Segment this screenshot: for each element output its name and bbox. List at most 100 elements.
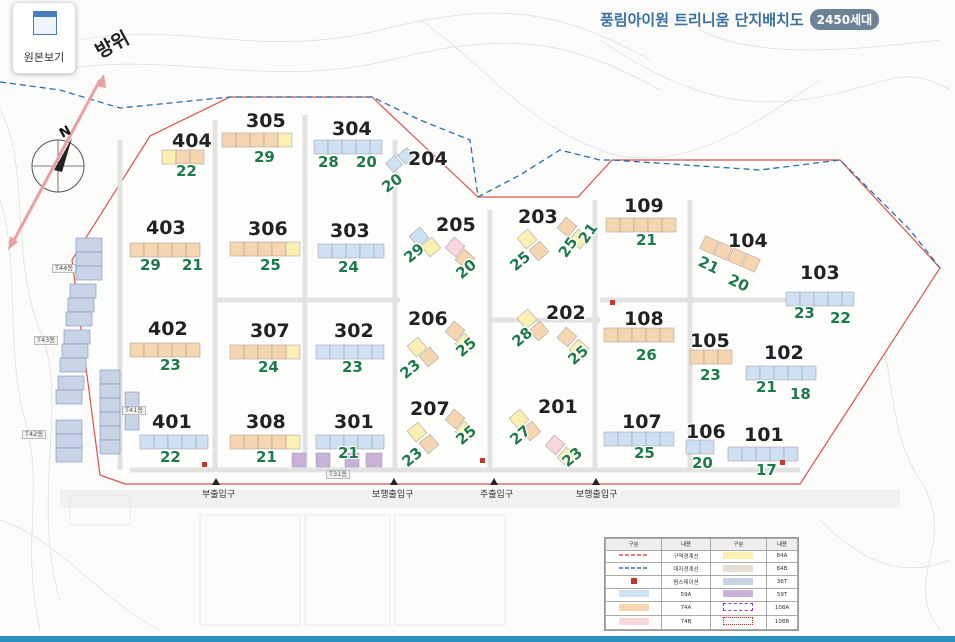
building-floors: 20 [356, 153, 377, 171]
bottom-accent-bar [0, 636, 955, 642]
tower-label: T43동 [34, 336, 59, 345]
building-floors: 26 [636, 346, 657, 364]
building-floors: 23 [342, 358, 363, 376]
building-number: 201 [538, 396, 578, 418]
legend-label: 펌스테이션 [661, 575, 711, 589]
gate-label: 주출입구 [480, 490, 514, 500]
building-number: 103 [800, 262, 840, 284]
map-title-group: 풍림아이원 트리니움 단지배치도 2450세대 [600, 9, 880, 30]
building-number: 303 [330, 220, 370, 242]
pump-stations [202, 300, 785, 467]
legend-header: 구분 [709, 538, 768, 551]
building-floors: 24 [338, 258, 359, 276]
legend-swatch-84a [709, 549, 768, 564]
building-number: 205 [436, 214, 476, 236]
gate-markers [212, 478, 600, 485]
tower-label: T44동 [52, 264, 77, 273]
building-floors: 29 [254, 148, 275, 166]
original-view-button[interactable]: 원본보기 [12, 2, 76, 74]
building-number: 106 [686, 421, 726, 443]
building-floors: 21 [182, 256, 203, 274]
gate-label: 보행출입구 [576, 490, 618, 500]
building-floors: 22 [830, 309, 851, 327]
building-floors: 25 [634, 444, 655, 462]
legend-swatch-84b [709, 562, 768, 577]
building-number: 207 [410, 398, 450, 420]
legend-label: 구역경계선 [661, 549, 711, 564]
building-floors: 21 [256, 448, 277, 466]
building-number: 202 [546, 302, 586, 324]
building-number: 107 [622, 411, 662, 433]
building-number: 101 [744, 424, 784, 446]
legend-label: 108B [766, 614, 798, 631]
building-number: 403 [146, 217, 186, 239]
tower-label: T42동 [22, 430, 47, 439]
building-number: 308 [246, 411, 286, 433]
apartment-blocks [129, 132, 855, 468]
building-number: 102 [764, 342, 804, 364]
legend-header: 구분 [604, 538, 663, 551]
legend-label: 대지경계선 [661, 562, 711, 577]
legend-swatch-59t [709, 587, 768, 602]
legend-swatch-36t [709, 575, 768, 589]
building-number: 306 [248, 218, 288, 240]
legend-swatch-74b [604, 614, 663, 631]
map-legend: 구분 내용 구분 내용 구역경계선 84A 대지경계선 84B 펌스테이션 36… [604, 537, 799, 631]
building-floors: 24 [258, 358, 279, 376]
building-number: 108 [624, 308, 664, 330]
legend-swatch-site-line [604, 562, 663, 577]
gate-label: 부출입구 [202, 490, 236, 500]
building-floors: 21 [338, 444, 359, 462]
roads [117, 115, 800, 473]
legend-swatch-108a [709, 600, 768, 616]
building-number: 206 [408, 308, 448, 330]
compass-icon [8, 74, 106, 250]
legend-header: 내용 [661, 538, 711, 551]
legend-label: 74A [661, 600, 711, 616]
legend-label: 74B [661, 614, 711, 631]
tower-blocks [55, 237, 140, 463]
legend-swatch-zone-line [604, 549, 663, 564]
legend-swatch-59a [604, 587, 663, 602]
building-number: 401 [152, 411, 192, 433]
legend-swatch-108b [709, 614, 768, 631]
legend-swatch-pump [604, 575, 663, 589]
building-floors: 22 [176, 162, 197, 180]
building-floors: 18 [790, 385, 811, 403]
image-icon [33, 11, 57, 35]
map-title: 풍림아이원 트리니움 단지배치도 [600, 11, 804, 29]
building-number: 301 [334, 411, 374, 433]
building-number: 104 [728, 230, 768, 252]
building-floors: 23 [794, 304, 815, 322]
building-number: 307 [250, 320, 290, 342]
legend-label: 59A [661, 587, 711, 602]
legend-swatch-74a [604, 600, 663, 616]
building-number: 404 [172, 130, 212, 152]
legend-label: 84A [766, 549, 798, 564]
building-floors: 25 [260, 256, 281, 274]
building-floors: 21 [756, 378, 777, 396]
tower-label: T41동 [122, 406, 147, 415]
building-number: 109 [624, 195, 664, 217]
building-floors: 23 [160, 356, 181, 374]
building-number: 305 [246, 110, 286, 132]
legend-label: 84B [766, 562, 798, 577]
building-number: 204 [408, 148, 448, 170]
site-boundary [0, 81, 941, 269]
tower-label: T31동 [326, 470, 351, 479]
legend-label: 108A [766, 600, 798, 616]
legend-header: 내용 [766, 538, 798, 551]
legend-label: 59T [766, 587, 798, 602]
household-count-badge: 2450세대 [809, 9, 880, 30]
building-floors: 17 [756, 461, 777, 479]
original-view-label: 원본보기 [23, 51, 65, 64]
building-floors: 21 [636, 231, 657, 249]
legend-label: 36T [766, 575, 798, 589]
building-number: 302 [334, 320, 374, 342]
building-floors: 23 [700, 366, 721, 384]
building-number: 304 [332, 118, 372, 140]
building-number: 203 [518, 206, 558, 228]
gate-label: 보행출입구 [372, 490, 414, 500]
